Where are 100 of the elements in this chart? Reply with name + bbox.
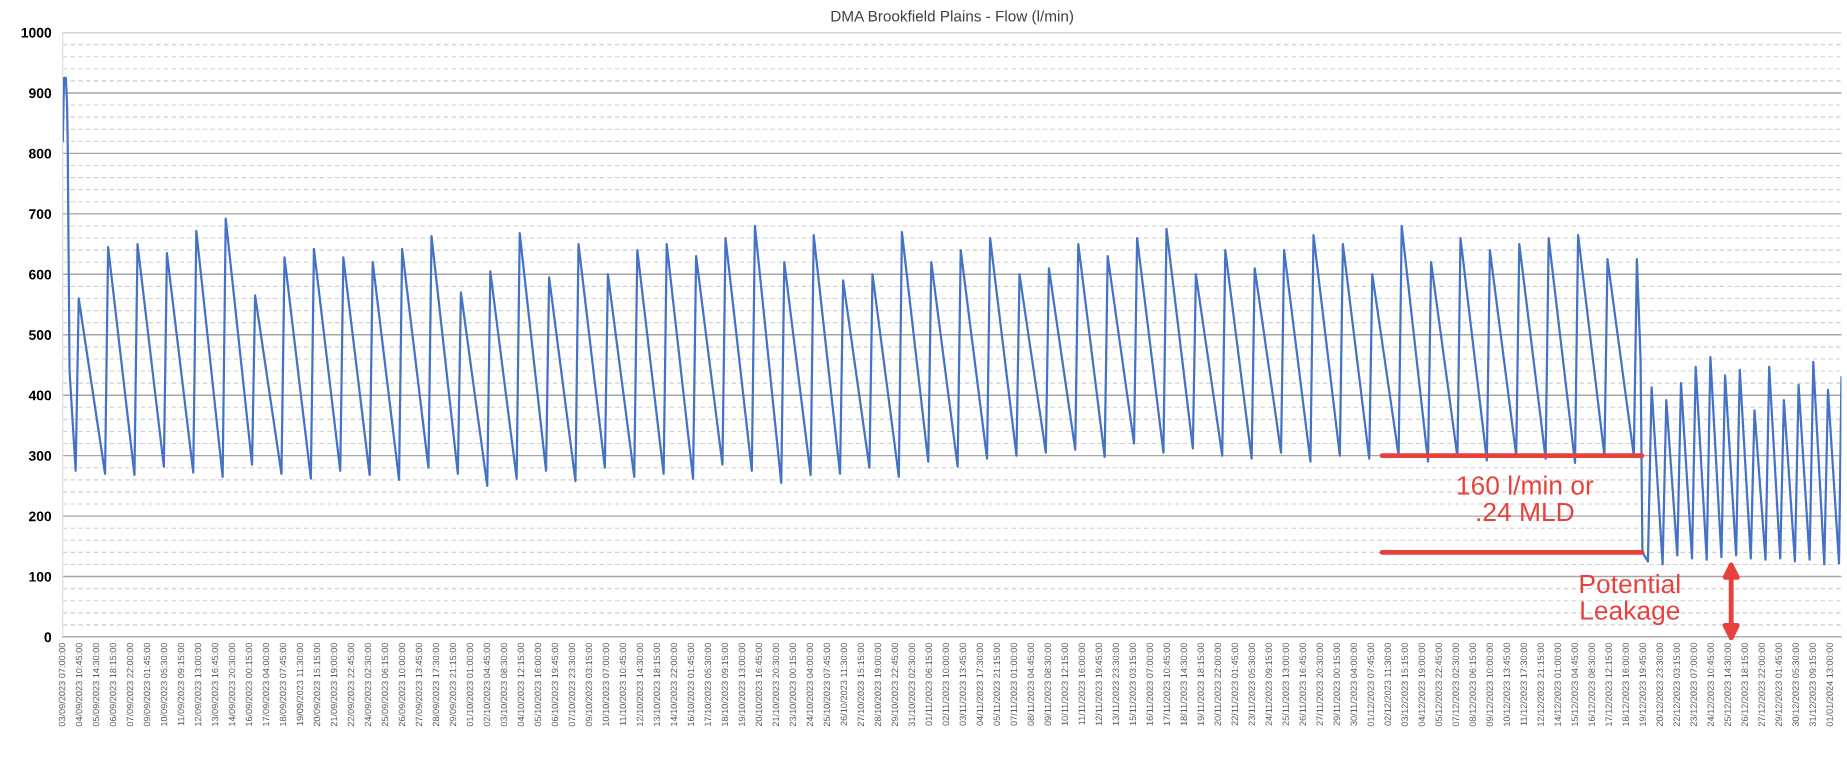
- x-tick-label: 17/09/2023 04:00:00: [262, 642, 270, 726]
- x-tick-label: 20/09/2023 15:15:00: [313, 642, 321, 727]
- x-tick-label: 23/10/2023 00:15:00: [789, 642, 797, 727]
- x-tick-label: 04/11/2023 17:30:00: [976, 642, 984, 726]
- x-tick-label: 11/12/2023 17:30:00: [1520, 642, 1527, 726]
- x-tick-label: 01/10/2023 01:00:00: [466, 642, 474, 727]
- y-tick-label: 100: [29, 571, 52, 582]
- x-tick-label: 29/10/2023 22:45:00: [891, 642, 899, 727]
- x-tick-label: 03/11/2023 13:45:00: [959, 642, 967, 726]
- x-tick-label: 26/11/2023 16:45:00: [1299, 642, 1306, 726]
- x-tick-label: 05/12/2023 22:45:00: [1435, 642, 1442, 727]
- x-tick-label: 20/11/2023 22:00:00: [1214, 642, 1222, 726]
- y-tick-label: 900: [29, 88, 52, 99]
- x-tick-label: 25/12/2023 14:30:00: [1724, 642, 1731, 727]
- x-tick-label: 12/12/2023 21:15:00: [1537, 642, 1544, 726]
- x-tick-label: 14/12/2023 01:00:00: [1554, 642, 1561, 726]
- x-tick-label: 27/12/2023 22:00:00: [1758, 642, 1765, 727]
- chart-title: DMA Brookfield Plains - Flow (l/min): [831, 10, 1074, 25]
- y-tick-label: 200: [29, 511, 52, 522]
- y-tick-label: 0: [44, 632, 52, 643]
- x-tick-label: 14/09/2023 20:30:00: [228, 642, 236, 726]
- x-tick-label: 25/10/2023 07:45:00: [823, 642, 831, 727]
- x-tick-label: 14/10/2023 22:00:00: [670, 642, 678, 726]
- y-tick-label: 400: [28, 390, 52, 401]
- y-tick-label: 600: [29, 269, 52, 280]
- x-tick-label: 06/10/2023 19:45:00: [551, 642, 559, 727]
- x-tick-label: 17/12/2023 12:15:00: [1605, 642, 1612, 726]
- x-tick-label: 08/12/2023 06:15:00: [1469, 642, 1476, 727]
- x-tick-label: 16/11/2023 07:00:00: [1146, 642, 1154, 726]
- x-tick-label: 04/10/2023 12:15:00: [517, 642, 525, 727]
- x-tick-label: 15/12/2023 04:45:00: [1571, 642, 1578, 726]
- x-tick-label: 02/10/2023 04:45:00: [483, 642, 491, 727]
- x-tick-label: 20/12/2023 23:30:00: [1656, 642, 1663, 727]
- x-tick-label: 19/10/2023 13:00:00: [738, 642, 746, 726]
- x-tick-label: 23/12/2023 07:00:00: [1690, 642, 1697, 727]
- x-tick-label: 12/11/2023 19:45:00: [1095, 642, 1103, 726]
- x-tick-label: 04/09/2023 10:45:00: [75, 642, 83, 727]
- x-tick-label: 12/09/2023 13:00:00: [194, 642, 202, 726]
- x-tick-label: 05/10/2023 16:00:00: [534, 642, 542, 727]
- x-tick-label: 10/10/2023 07:00:00: [602, 642, 610, 726]
- x-tick-label: 24/11/2023 09:15:00: [1265, 642, 1273, 726]
- annotation: Potential Leakage: [1580, 573, 1680, 626]
- line-series: [62, 76, 1842, 566]
- x-tick-label: 01/12/2023 07:45:00: [1367, 642, 1374, 727]
- x-tick-label: 18/11/2023 14:30:00: [1180, 642, 1188, 726]
- x-tick-label: 15/11/2023 03:15:00: [1129, 642, 1137, 726]
- x-tick-label: 09/10/2023 03:15:00: [585, 642, 593, 727]
- annotation: 160 l/min or .24 MLD: [1457, 475, 1594, 522]
- x-tick-label: 23/11/2023 05:30:00: [1248, 642, 1256, 726]
- x-tick-label: 27/10/2023 15:15:00: [857, 642, 865, 727]
- x-tick-label: 24/09/2023 02:30:00: [364, 642, 372, 727]
- y-tick-label: 1000: [21, 27, 52, 38]
- x-tick-label: 31/12/2023 09:15:00: [1809, 642, 1816, 727]
- x-tick-label: 22/12/2023 03:15:00: [1673, 642, 1680, 727]
- x-tick-label: 24/10/2023 04:00:00: [806, 642, 814, 727]
- x-tick-label: 10/09/2023 05:30:00: [160, 642, 168, 726]
- x-tick-label: 29/11/2023 00:15:00: [1333, 642, 1340, 726]
- x-tick-label: 09/11/2023 08:30:00: [1044, 642, 1052, 726]
- x-tick-label: 18/10/2023 09:15:00: [721, 642, 729, 726]
- x-tick-label: 21/10/2023 20:30:00: [772, 642, 780, 727]
- x-tick-label: 17/10/2023 05:30:00: [704, 642, 712, 726]
- x-tick-label: 28/10/2023 19:00:00: [874, 642, 882, 727]
- x-tick-label: 07/10/2023 23:30:00: [568, 642, 576, 727]
- x-tick-label: 13/11/2023 23:30:00: [1112, 642, 1120, 726]
- x-tick-label: 22/09/2023 22:45:00: [347, 642, 355, 727]
- x-tick-label: 22/11/2023 01:45:00: [1231, 642, 1239, 726]
- x-tick-label: 06/09/2023 18:15:00: [109, 642, 117, 727]
- x-tick-label: 02/12/2023 11:30:00: [1384, 642, 1391, 726]
- x-tick-label: 26/09/2023 10:00:00: [398, 642, 406, 727]
- x-tick-label: 26/12/2023 18:15:00: [1741, 642, 1748, 727]
- x-tick-label: 16/12/2023 08:30:00: [1588, 642, 1595, 726]
- x-tick-label: 31/10/2023 02:30:00: [908, 642, 916, 727]
- x-tick-label: 30/11/2023 04:00:00: [1350, 642, 1357, 726]
- y-tick-label: 800: [28, 148, 52, 159]
- x-tick-label: 25/11/2023 13:00:00: [1282, 642, 1290, 726]
- x-tick-label: 29/12/2023 01:45:00: [1775, 642, 1782, 727]
- x-tick-label: 09/09/2023 01:45:00: [143, 642, 151, 727]
- x-tick-label: 07/11/2023 01:00:00: [1010, 642, 1018, 726]
- x-tick-label: 07/09/2023 22:00:00: [126, 642, 134, 727]
- x-tick-label: 02/11/2023 10:00:00: [942, 642, 950, 726]
- x-tick-label: 11/11/2023 16:00:00: [1078, 642, 1086, 725]
- x-tick-label: 19/12/2023 19:45:00: [1639, 642, 1646, 726]
- x-tick-label: 18/09/2023 07:45:00: [279, 642, 287, 726]
- x-tick-label: 04/12/2023 19:00:00: [1418, 642, 1425, 727]
- x-tick-label: 24/12/2023 10:45:00: [1707, 642, 1714, 727]
- x-tick-label: 13/10/2023 18:15:00: [653, 642, 661, 726]
- y-tick-label: 500: [28, 330, 52, 340]
- x-tick-label: 03/09/2023 07:00:00: [58, 642, 66, 727]
- x-tick-label: 19/09/2023 11:30:00: [296, 642, 304, 726]
- x-tick-label: 25/09/2023 06:15:00: [381, 642, 389, 727]
- x-tick-label: 03/10/2023 08:30:00: [500, 642, 508, 727]
- y-tick-label: 300: [28, 450, 52, 461]
- x-tick-label: 10/11/2023 12:15:00: [1061, 642, 1069, 726]
- x-tick-label: 18/12/2023 16:00:00: [1622, 642, 1629, 726]
- x-tick-label: 05/11/2023 21:15:00: [993, 642, 1001, 726]
- x-tick-label: 17/11/2023 10:45:00: [1163, 642, 1171, 726]
- x-tick-label: 27/11/2023 20:30:00: [1316, 642, 1323, 726]
- x-tick-label: 11/09/2023 09:15:00: [177, 642, 185, 726]
- x-tick-label: 28/09/2023 17:30:00: [432, 642, 440, 727]
- x-tick-label: 03/12/2023 15:15:00: [1401, 642, 1408, 727]
